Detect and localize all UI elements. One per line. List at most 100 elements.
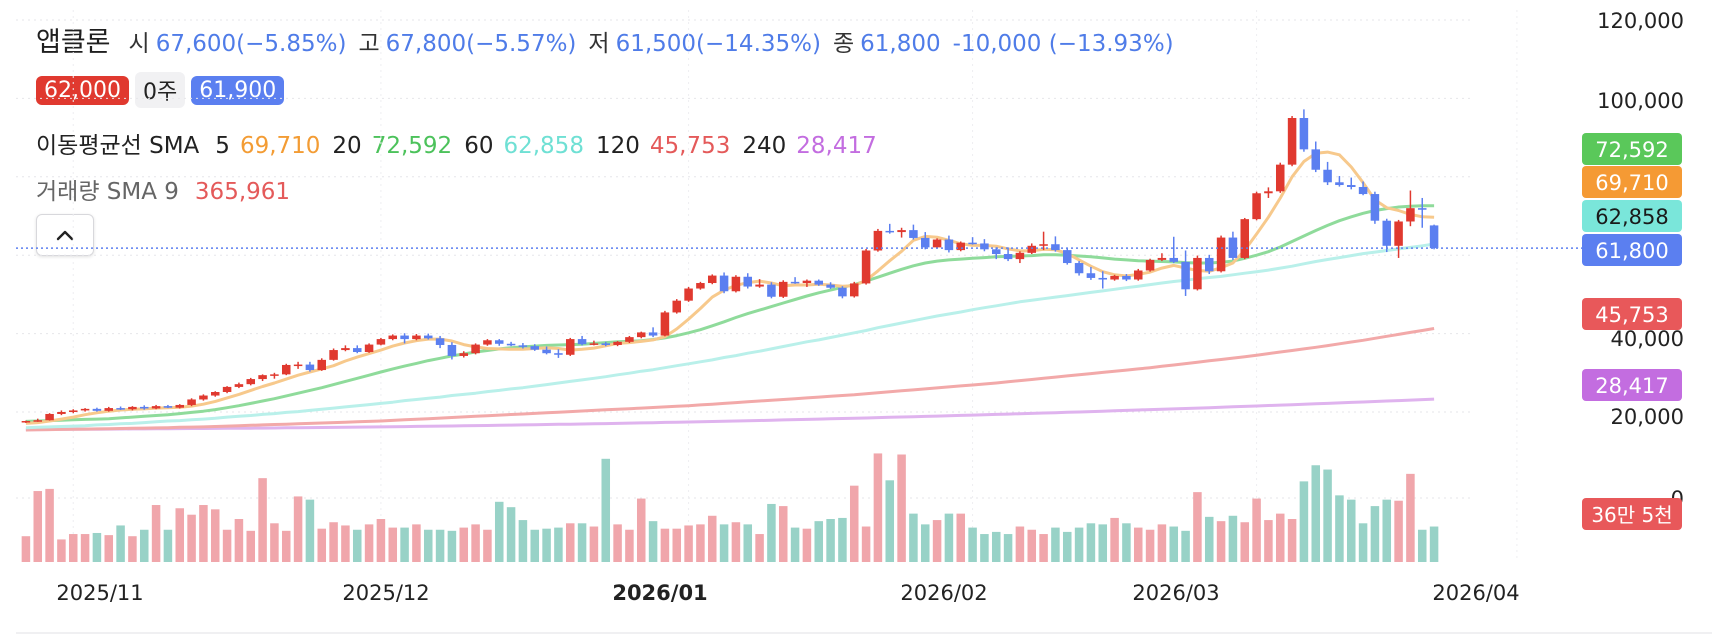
candle-body [305,364,315,371]
price-tag: 62,858 [1582,200,1682,232]
candle [258,374,267,382]
candle [1039,231,1048,251]
order-row: 62,000 0주 61,900 [36,72,296,108]
candle-body [151,406,161,409]
candle-body [1417,208,1427,210]
bid-price-badge[interactable]: 61,900 [191,75,285,105]
candle [388,334,398,341]
candle-body [636,332,646,338]
candle-body [68,410,78,412]
candle-body [187,399,196,405]
volume-bar [435,529,445,562]
candle-body [1169,257,1179,262]
ma60-period: 60 [464,133,494,159]
candle-body [352,348,362,353]
candle [329,348,338,361]
price-tag-label: 45,753 [1595,303,1668,327]
candle-body [1133,270,1143,280]
candle [885,223,895,234]
volume-bar [849,485,859,562]
candle-body [648,332,658,336]
candle-body [1003,254,1013,260]
candle [1062,247,1072,265]
volume-bar [210,509,220,562]
candle-body [980,243,989,250]
volume-bar [648,521,658,562]
volume-bar [281,530,291,562]
candle-body [329,350,338,360]
candle [589,340,599,346]
candle-body [672,300,682,313]
price-tag-label: 62,858 [1595,205,1668,229]
candle-body [1122,275,1131,280]
candle-body [1193,257,1202,290]
volume-bar [1181,530,1190,562]
volume-bar [625,529,634,562]
volume-bar [1335,495,1344,562]
candle [1323,161,1332,186]
volume-bar [838,517,847,562]
x-tick-label: 2025/12 [342,581,429,605]
candle [1216,235,1226,273]
candle-body [199,395,208,400]
volume-bar [234,519,244,562]
volume-tag: 36만 5천 [1582,498,1682,530]
volume-bar [968,527,977,562]
candle [518,343,528,349]
volume-bar [944,513,954,562]
volume-bar [1299,481,1309,562]
x-tick-label: 2025/11 [56,581,143,605]
volume-bar [577,523,587,562]
candle [1193,255,1202,291]
volume-bar [33,491,43,562]
volume-bar [471,524,480,562]
candle-body [92,408,102,411]
volume-bar [1204,516,1214,562]
candle [980,239,989,252]
price-tag: 28,417 [1582,369,1682,401]
candle-body [1358,186,1368,195]
volume-bar [790,527,800,562]
volume-bar [518,520,528,562]
candle-body [341,348,350,351]
candle [447,342,457,360]
y-tick-label: 20,000 [1611,405,1684,429]
volume-bar [1382,499,1392,562]
candle [33,418,43,422]
candle [483,339,492,346]
volume-bar [1015,526,1025,562]
candle [68,409,78,414]
candle [376,337,386,346]
volume-bar [696,524,705,562]
candle [1429,224,1439,250]
candle-body [885,230,895,233]
candle [1382,218,1392,253]
candle-body [554,353,563,355]
volume-bar [352,529,362,562]
candle [163,404,173,409]
y-tick-label: 100,000 [1597,89,1684,113]
candle-body [719,275,729,292]
candle-body [1157,257,1167,260]
candle-body [838,287,847,297]
volume-bar [1370,506,1380,562]
candle [814,279,824,286]
ma240-period: 240 [742,133,787,159]
candle [199,394,208,401]
volume-tag-bg [1582,498,1682,530]
volume-bar [45,488,54,562]
volume-bar [199,505,208,562]
candle-body [1311,149,1321,170]
volume-bar [305,499,315,562]
volume-bar [1406,473,1415,562]
candle [471,343,480,355]
candle-body [530,346,540,350]
candle-body [909,230,918,238]
candle-body [400,335,409,340]
volume-bar [554,527,563,562]
candle-body [932,239,942,248]
candle-body [494,340,504,344]
candle [790,277,800,284]
candle [1311,141,1321,173]
